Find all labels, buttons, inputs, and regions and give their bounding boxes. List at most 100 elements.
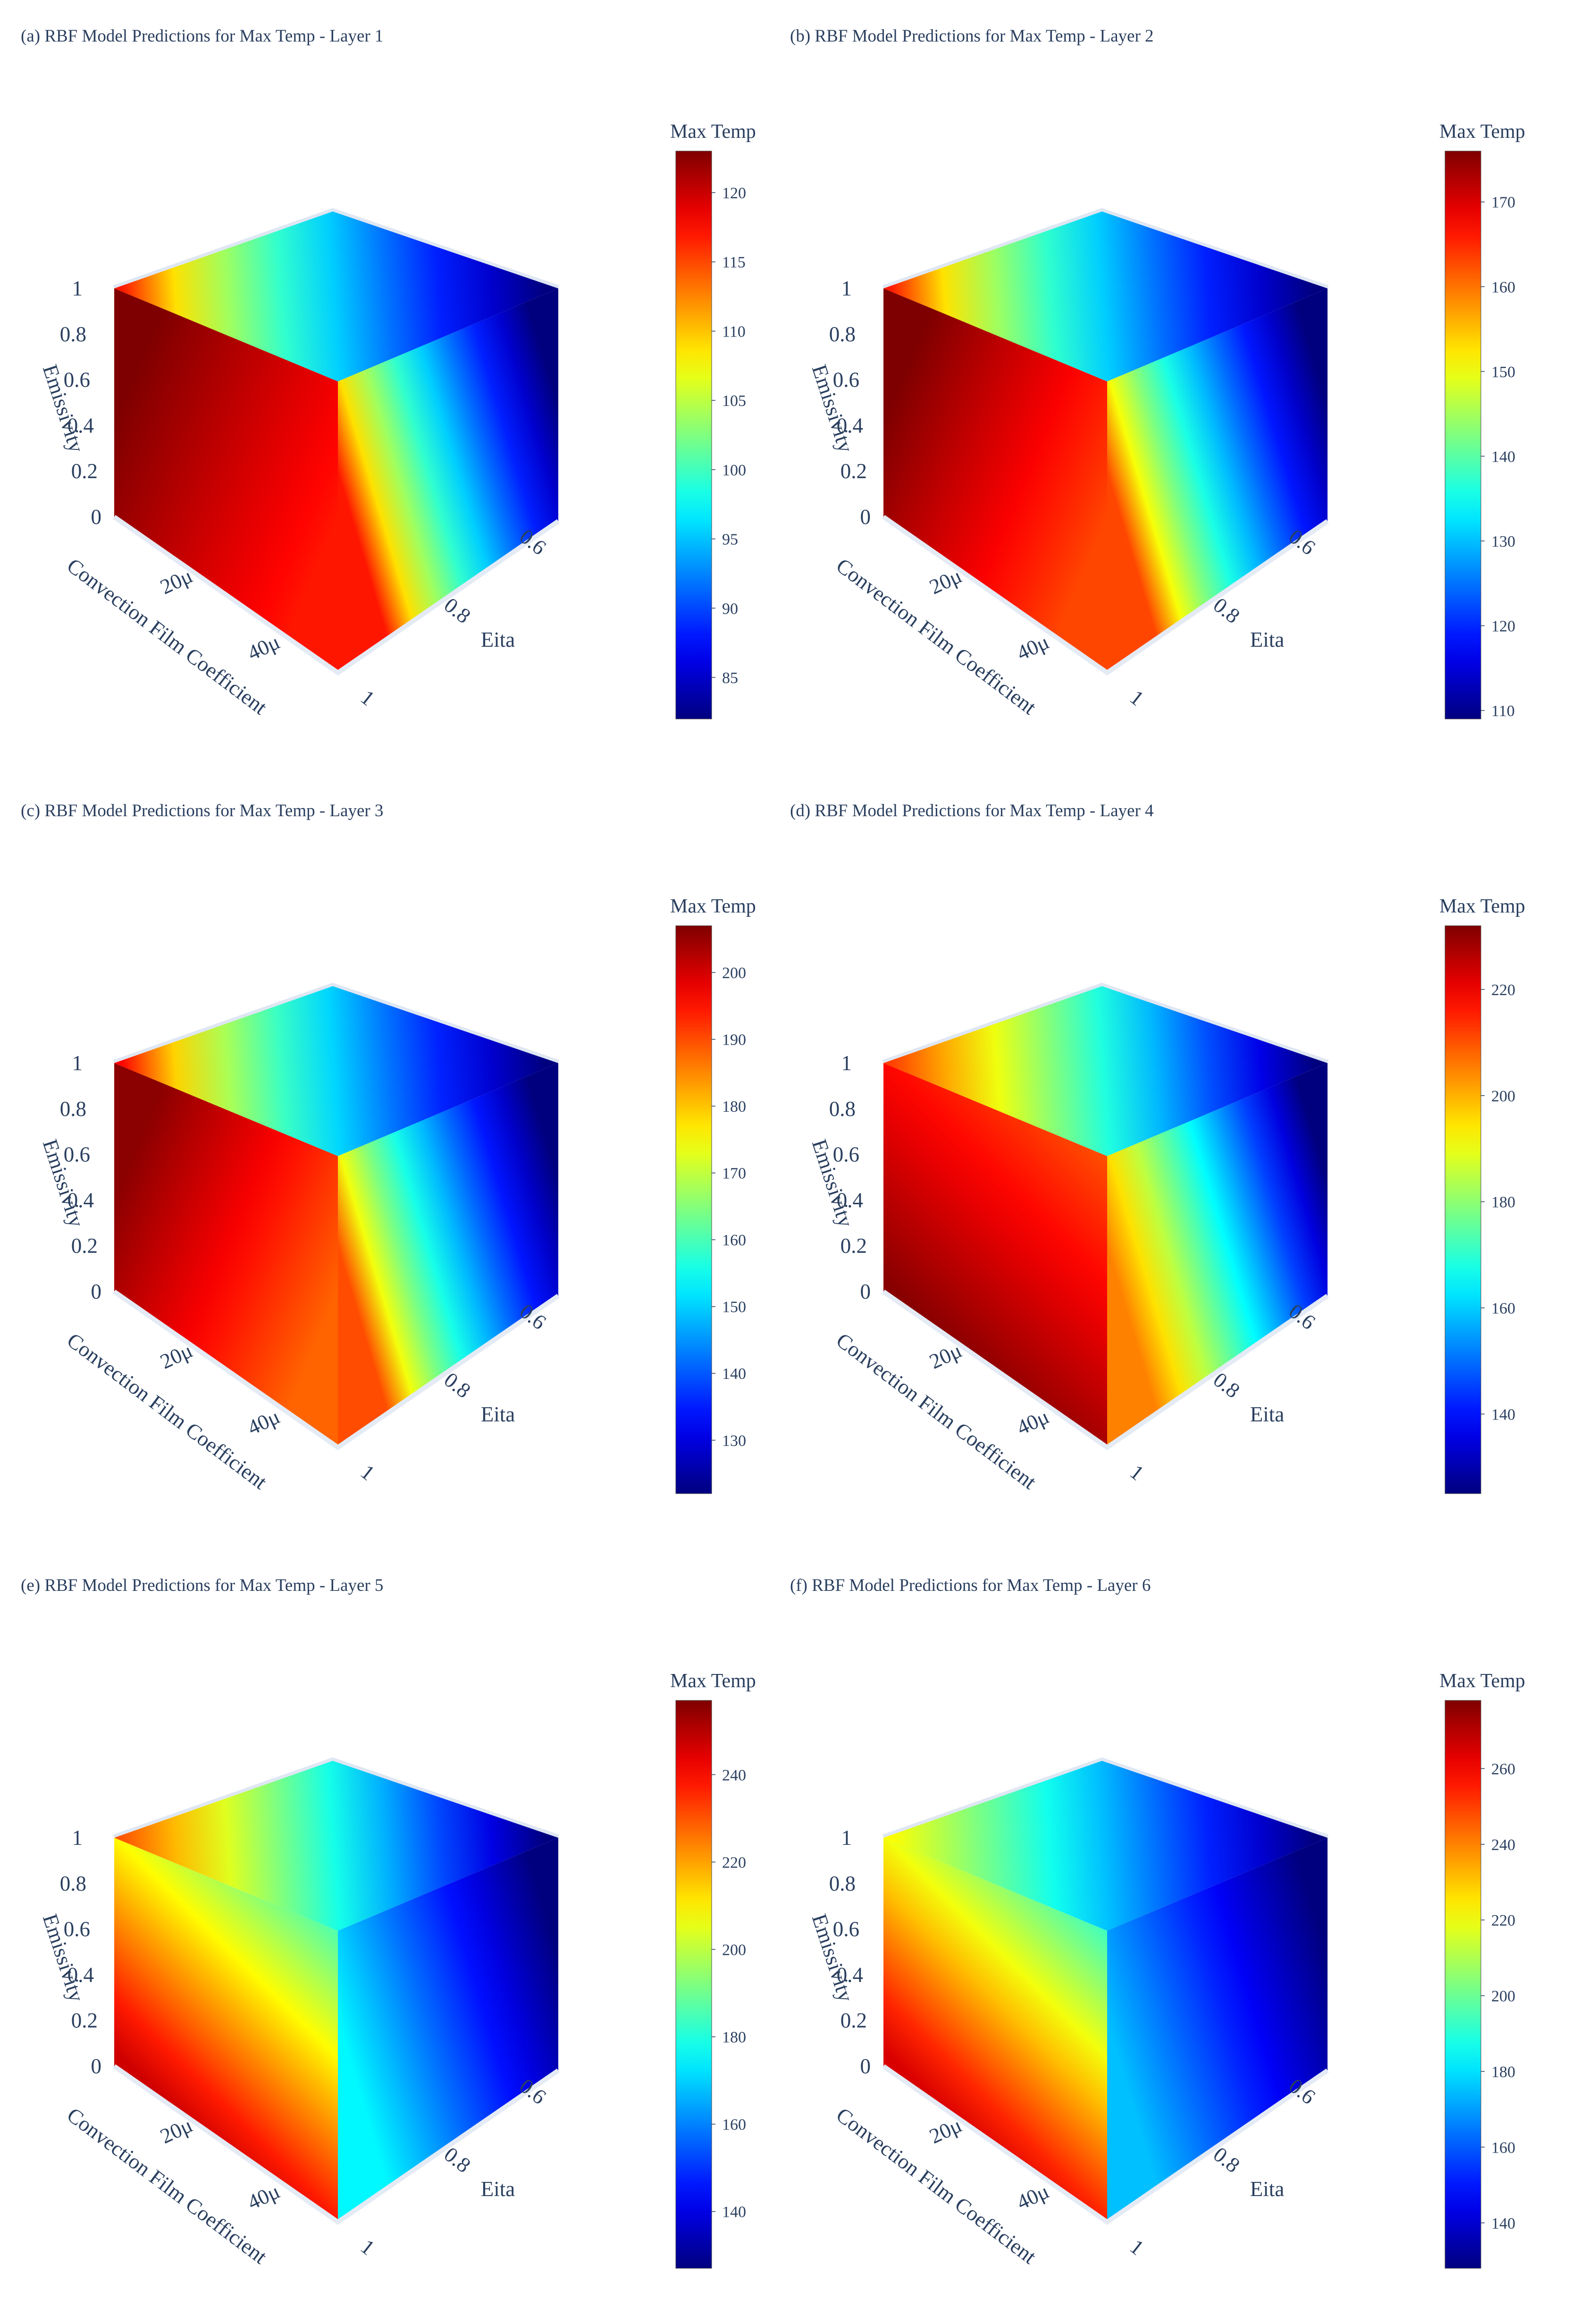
z-tick-label: 1: [72, 1826, 83, 1850]
z-tick-label: 0.6: [833, 1143, 859, 1166]
cube-top-face: [114, 986, 558, 1156]
z-tick-label: 1: [72, 1051, 83, 1075]
cube-front-face: [883, 288, 1107, 673]
chart-svg: (b) RBF Model Predictions for Max Temp -…: [790, 26, 1525, 720]
z-tick-label: 0.2: [840, 1234, 867, 1258]
cube-bottom-edge: [882, 1289, 1329, 1451]
colorbar-gradient: [1445, 1700, 1481, 2269]
colorbar-tick-label: 85: [722, 669, 738, 687]
z-tick-label: 0.8: [829, 322, 856, 346]
z-tick-label: 0.2: [71, 1234, 98, 1258]
y-tick-label: 1: [356, 2235, 379, 2260]
cube: [113, 208, 560, 676]
y-axis-label: Eita: [481, 2177, 515, 2201]
cube-front-face: [114, 288, 338, 673]
z-tick-label: 0.4: [67, 414, 94, 437]
colorbar-title: Max Temp: [670, 121, 756, 143]
chart-svg: (c) RBF Model Predictions for Max Temp -…: [21, 801, 756, 1494]
cube-top-face: [114, 211, 558, 381]
colorbar-tick-label: 160: [1491, 1300, 1515, 1317]
z-tick-label: 0.6: [833, 1918, 859, 1941]
z-tick-label: 0.8: [60, 1097, 86, 1121]
z-tick-label: 0.8: [60, 1872, 86, 1895]
cube-right-face: [1107, 288, 1328, 673]
z-tick-label: 0.6: [64, 1918, 90, 1941]
cube-top-face: [883, 1761, 1328, 1931]
z-tick-label: 0: [860, 505, 871, 529]
colorbar-tick-label: 100: [722, 462, 746, 479]
colorbar-tick-label: 170: [1491, 194, 1515, 211]
colorbar-tick-label: 200: [722, 964, 746, 982]
colorbar-tick-label: 130: [1491, 533, 1515, 550]
y-tick-label: 1: [356, 685, 379, 710]
colorbar-gradient: [675, 925, 712, 1494]
z-tick-label: 0: [91, 505, 102, 529]
y-axis-label: Eita: [1250, 2177, 1284, 2201]
colorbar-gradient: [675, 151, 712, 719]
colorbar-tick-label: 140: [1491, 448, 1515, 465]
cube: [882, 1757, 1329, 2225]
chart-svg: (e) RBF Model Predictions for Max Temp -…: [21, 1576, 756, 2269]
chart-panel-1: (a) RBF Model Predictions for Max Temp -…: [0, 0, 790, 775]
z-tick-label: 0.4: [837, 1963, 863, 1986]
z-tick-label: 0.2: [840, 2009, 867, 2032]
colorbar-tick-label: 105: [722, 392, 746, 410]
colorbar-tick-label: 115: [722, 254, 746, 271]
y-tick-label: 1: [1126, 2235, 1149, 2260]
cube-front-face: [114, 1838, 338, 2222]
colorbar: [675, 925, 715, 1494]
cube: [882, 208, 1329, 676]
cube: [882, 982, 1329, 1451]
y-axis-label: Eita: [481, 1403, 515, 1426]
colorbar-title: Max Temp: [1439, 896, 1525, 917]
colorbar-tick-label: 110: [1491, 702, 1515, 720]
y-axis-label: Eita: [1250, 1403, 1284, 1426]
x-tick-label: 40μ: [1013, 630, 1053, 665]
colorbar-gradient: [675, 1700, 712, 2269]
colorbar-tick-label: 170: [722, 1165, 746, 1183]
cube: [113, 1757, 560, 2225]
chart-title: (a) RBF Model Predictions for Max Temp -…: [21, 26, 383, 46]
y-axis-label: Eita: [481, 628, 515, 651]
z-tick-label: 0.8: [829, 1872, 856, 1895]
colorbar-tick-label: 190: [722, 1031, 746, 1049]
cube-bottom-edge: [113, 1289, 560, 1451]
colorbar-tick-label: 140: [722, 1365, 746, 1383]
colorbar: [1445, 1700, 1485, 2269]
colorbar-tick-label: 120: [1491, 617, 1515, 635]
colorbar-title: Max Temp: [670, 896, 756, 917]
z-tick-label: 1: [841, 1051, 852, 1075]
z-tick-label: 0.2: [71, 459, 98, 483]
chart-title: (c) RBF Model Predictions for Max Temp -…: [21, 801, 383, 820]
colorbar-tick-label: 180: [722, 2029, 746, 2046]
x-tick-label: 40μ: [244, 2179, 284, 2214]
x-tick-label: 40μ: [244, 630, 284, 665]
cube-right-face: [338, 288, 558, 673]
z-tick-label: 0.6: [64, 1143, 90, 1166]
z-tick-label: 0.8: [829, 1097, 856, 1121]
z-tick-label: 0: [860, 1280, 871, 1303]
cube-right-face: [338, 1063, 558, 1447]
z-tick-label: 0.6: [64, 368, 90, 392]
colorbar-tick-label: 130: [722, 1432, 746, 1450]
cube-bottom-edge: [882, 2064, 1329, 2225]
z-tick-label: 0: [860, 2054, 871, 2078]
colorbar-title: Max Temp: [670, 1670, 756, 1692]
cube-front-face: [883, 1838, 1107, 2222]
colorbar-tick-label: 220: [1491, 1912, 1515, 1929]
colorbar-tick-label: 200: [1491, 1988, 1515, 2005]
cube-right-face: [1107, 1838, 1328, 2222]
cube-top-face: [114, 1761, 558, 1931]
chart-title: (d) RBF Model Predictions for Max Temp -…: [790, 801, 1154, 820]
colorbar: [1445, 925, 1485, 1494]
cube-right-face: [338, 1838, 558, 2222]
colorbar-tick-label: 120: [722, 185, 746, 202]
colorbar-tick-label: 260: [1491, 1760, 1515, 1778]
z-tick-label: 0: [91, 1280, 102, 1303]
cube-top-face: [883, 986, 1328, 1156]
chart-panel-3: (c) RBF Model Predictions for Max Temp -…: [0, 775, 790, 1549]
colorbar-tick-label: 110: [722, 323, 746, 340]
colorbar-gradient: [1445, 151, 1481, 719]
z-tick-label: 1: [841, 277, 852, 300]
z-tick-label: 0.4: [837, 1188, 863, 1212]
